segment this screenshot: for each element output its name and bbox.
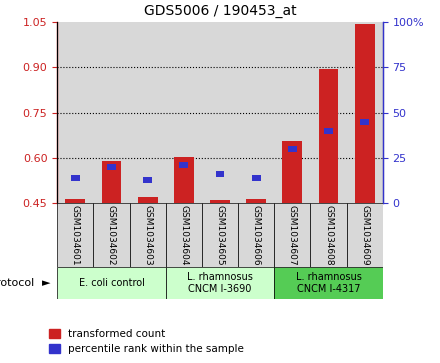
Bar xyxy=(347,203,383,267)
Bar xyxy=(282,141,302,203)
Text: GSM1034607: GSM1034607 xyxy=(288,205,297,266)
Bar xyxy=(71,175,80,181)
Bar xyxy=(274,267,383,299)
Title: GDS5006 / 190453_at: GDS5006 / 190453_at xyxy=(144,4,296,18)
Bar xyxy=(129,22,166,203)
Bar xyxy=(238,22,274,203)
Legend: transformed count, percentile rank within the sample: transformed count, percentile rank withi… xyxy=(49,329,244,354)
Text: GSM1034608: GSM1034608 xyxy=(324,205,333,266)
Bar xyxy=(180,162,188,168)
Bar xyxy=(166,267,274,299)
Text: L. rhamnosus
CNCM I-3690: L. rhamnosus CNCM I-3690 xyxy=(187,272,253,294)
Bar xyxy=(274,203,311,267)
Bar xyxy=(166,203,202,267)
Bar xyxy=(288,146,297,152)
Bar xyxy=(311,203,347,267)
Bar xyxy=(93,22,129,203)
Bar xyxy=(311,22,347,203)
Bar xyxy=(274,22,311,203)
Text: GSM1034601: GSM1034601 xyxy=(71,205,80,266)
Text: GSM1034605: GSM1034605 xyxy=(216,205,224,266)
Bar xyxy=(138,197,158,203)
Bar xyxy=(57,203,93,267)
Bar xyxy=(93,203,129,267)
Text: ►: ► xyxy=(42,278,51,288)
Bar xyxy=(202,22,238,203)
Bar xyxy=(355,24,375,203)
Text: GSM1034603: GSM1034603 xyxy=(143,205,152,266)
Bar xyxy=(319,69,338,203)
Text: GSM1034602: GSM1034602 xyxy=(107,205,116,266)
Bar xyxy=(166,22,202,203)
Text: GSM1034609: GSM1034609 xyxy=(360,205,369,266)
Bar xyxy=(129,203,166,267)
Bar xyxy=(324,128,333,134)
Text: L. rhamnosus
CNCM I-4317: L. rhamnosus CNCM I-4317 xyxy=(296,272,362,294)
Text: E. coli control: E. coli control xyxy=(78,278,144,288)
Text: protocol: protocol xyxy=(0,278,34,288)
Bar xyxy=(210,200,230,203)
Bar xyxy=(57,267,166,299)
Text: GSM1034606: GSM1034606 xyxy=(252,205,260,266)
Text: GSM1034604: GSM1034604 xyxy=(180,205,188,266)
Bar xyxy=(66,199,85,203)
Bar xyxy=(347,22,383,203)
Bar xyxy=(57,22,93,203)
Bar xyxy=(143,177,152,183)
Bar xyxy=(107,164,116,170)
Bar xyxy=(238,203,274,267)
Bar xyxy=(202,203,238,267)
Bar xyxy=(216,171,224,177)
Bar xyxy=(252,175,260,181)
Bar xyxy=(360,119,369,125)
Bar xyxy=(246,199,266,203)
Bar xyxy=(102,161,121,203)
Bar xyxy=(174,157,194,203)
